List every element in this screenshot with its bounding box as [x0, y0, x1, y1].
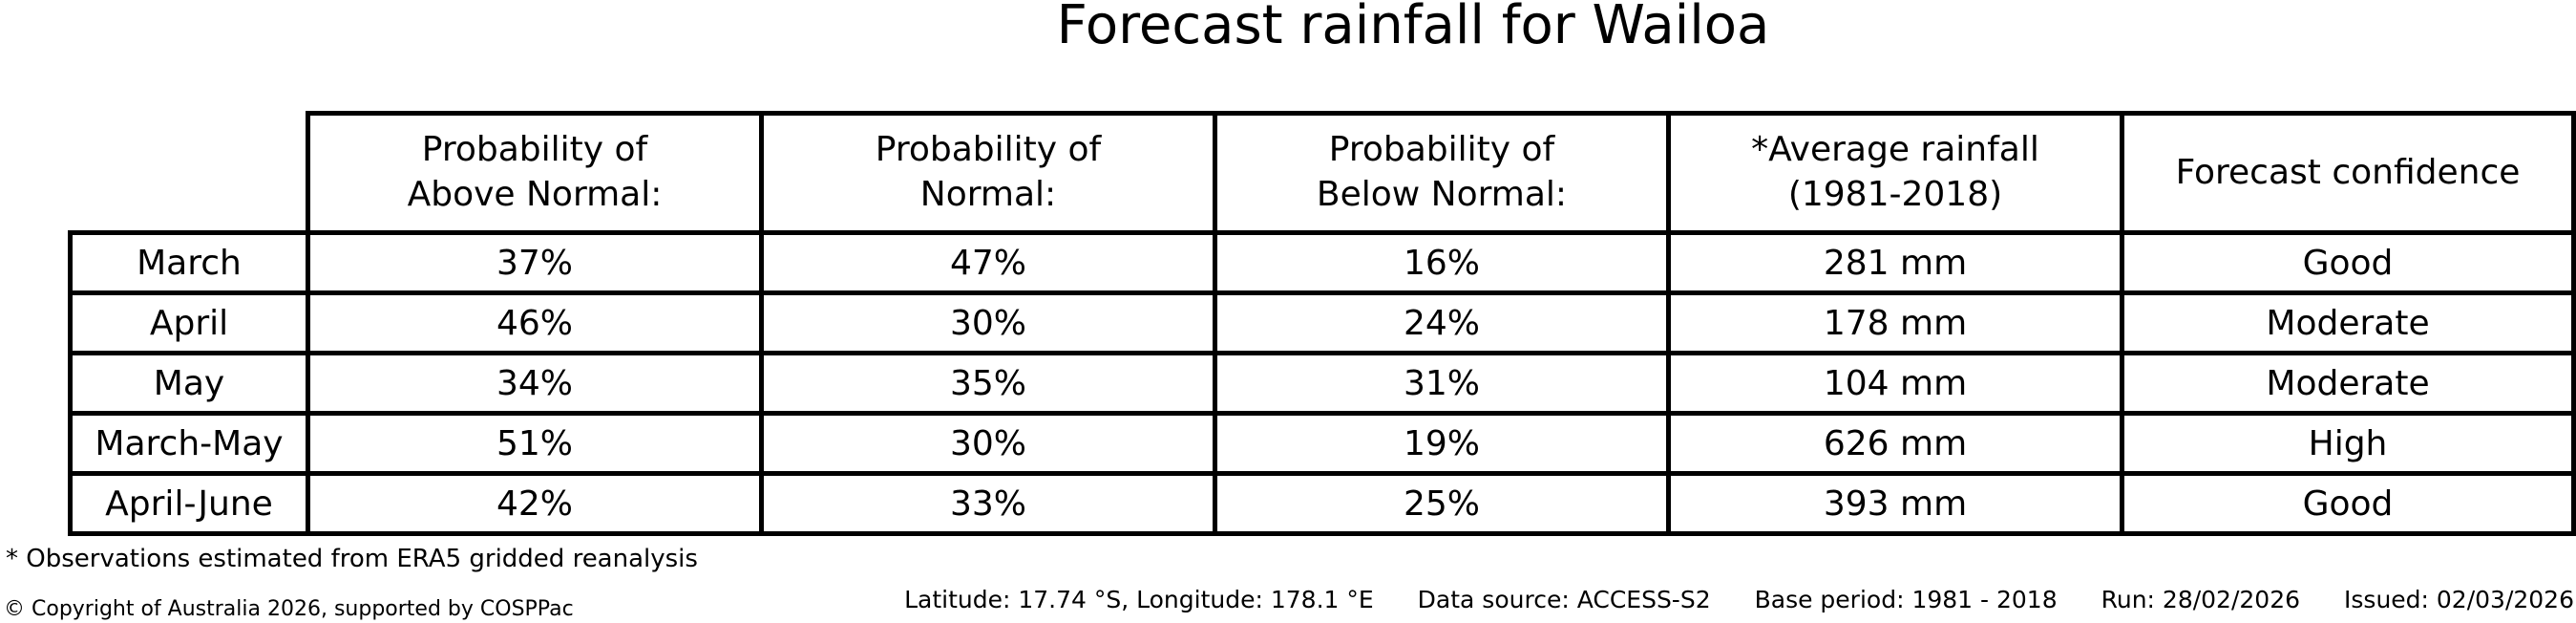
cell-above-normal: 42% — [306, 471, 764, 536]
run-date-label: Run: 28/02/2026 — [2101, 586, 2301, 613]
row-label: April — [68, 290, 310, 355]
cell-normal: 30% — [759, 290, 1217, 355]
row-label: March — [68, 230, 310, 295]
cell-normal: 30% — [759, 411, 1217, 476]
forecast-table: Probability of Above Normal: Probability… — [68, 111, 2576, 536]
copyright-notice: © Copyright of Australia 2026, supported… — [4, 597, 574, 621]
lat-long-label: Latitude: 17.74 °S, Longitude: 178.1 °E — [904, 586, 1374, 613]
cell-confidence: Good — [2120, 471, 2576, 536]
cell-average-rainfall: 281 mm — [1666, 230, 2124, 295]
column-header-below-normal: Probability of Below Normal: — [1213, 111, 1671, 235]
metadata-footer: Latitude: 17.74 °S, Longitude: 178.1 °E … — [904, 586, 2574, 613]
table-row: March 37% 47% 16% 281 mm Good — [68, 230, 2576, 295]
cell-confidence: High — [2120, 411, 2576, 476]
cell-below-normal: 24% — [1213, 290, 1671, 355]
column-header-average-rainfall: *Average rainfall (1981-2018) — [1666, 111, 2124, 235]
cell-above-normal: 34% — [306, 351, 764, 416]
table-row: April 46% 30% 24% 178 mm Moderate — [68, 290, 2576, 355]
row-label: March-May — [68, 411, 310, 476]
table-row: March-May 51% 30% 19% 626 mm High — [68, 411, 2576, 476]
cell-below-normal: 16% — [1213, 230, 1671, 295]
cell-normal: 33% — [759, 471, 1217, 536]
table-header-row: Probability of Above Normal: Probability… — [71, 111, 2576, 235]
page-title: Forecast rainfall for Wailoa — [1056, 0, 1770, 56]
base-period-label: Base period: 1981 - 2018 — [1754, 586, 2058, 613]
cell-average-rainfall: 626 mm — [1666, 411, 2124, 476]
observations-footnote: * Observations estimated from ERA5 gridd… — [6, 545, 698, 573]
cell-below-normal: 19% — [1213, 411, 1671, 476]
column-header-forecast-confidence: Forecast confidence — [2120, 111, 2576, 235]
cell-confidence: Good — [2120, 230, 2576, 295]
table-row: May 34% 35% 31% 104 mm Moderate — [68, 351, 2576, 416]
cell-below-normal: 31% — [1213, 351, 1671, 416]
column-header-normal: Probability of Normal: — [759, 111, 1217, 235]
cell-above-normal: 46% — [306, 290, 764, 355]
data-source-label: Data source: ACCESS-S2 — [1417, 586, 1711, 613]
row-label: May — [68, 351, 310, 416]
row-label: April-June — [68, 471, 310, 536]
cell-above-normal: 37% — [306, 230, 764, 295]
cell-below-normal: 25% — [1213, 471, 1671, 536]
cell-confidence: Moderate — [2120, 290, 2576, 355]
column-header-above-normal: Probability of Above Normal: — [306, 111, 764, 235]
cell-confidence: Moderate — [2120, 351, 2576, 416]
cell-average-rainfall: 104 mm — [1666, 351, 2124, 416]
issued-date-label: Issued: 02/03/2026 — [2344, 586, 2574, 613]
cell-above-normal: 51% — [306, 411, 764, 476]
table-row: April-June 42% 33% 25% 393 mm Good — [68, 471, 2576, 536]
corner-cell — [71, 114, 308, 233]
cell-normal: 47% — [759, 230, 1217, 295]
cell-normal: 35% — [759, 351, 1217, 416]
cell-average-rainfall: 178 mm — [1666, 290, 2124, 355]
cell-average-rainfall: 393 mm — [1666, 471, 2124, 536]
